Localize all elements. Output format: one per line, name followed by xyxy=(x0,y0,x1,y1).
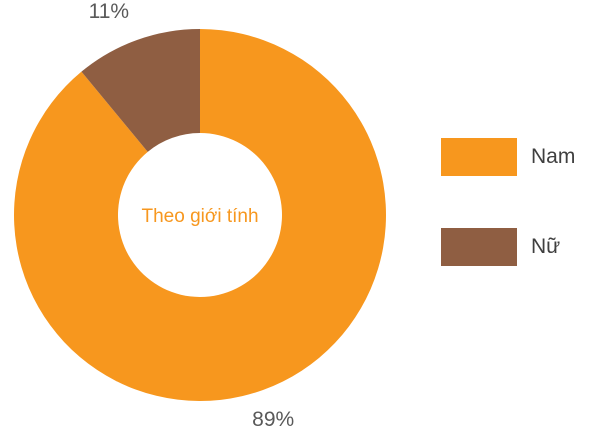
legend-swatch-nam xyxy=(441,138,517,176)
chart-legend: Nam Nữ xyxy=(441,138,575,318)
legend-label-nam: Nam xyxy=(531,145,576,168)
chart-center-title: Theo giới tính xyxy=(141,206,258,227)
slice-nu xyxy=(81,29,200,152)
data-label-nam: 89% xyxy=(252,408,294,431)
data-label-nu: 11% xyxy=(89,0,129,23)
legend-label-nu: Nữ xyxy=(531,235,561,258)
legend-item-nu: Nữ xyxy=(441,228,575,266)
legend-swatch-nu xyxy=(441,228,517,266)
slice-nam xyxy=(13,29,387,402)
legend-item-nam: Nam xyxy=(441,138,575,176)
